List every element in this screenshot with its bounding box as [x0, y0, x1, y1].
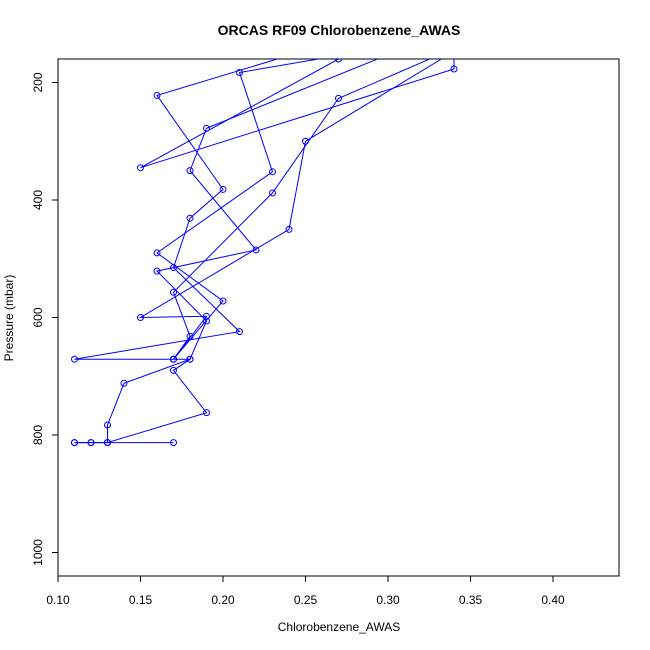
data-point [137, 164, 144, 172]
series-layer [71, 38, 474, 447]
data-point [186, 167, 194, 175]
data-point [104, 439, 111, 447]
chart-title: ORCAS RF09 Chlorobenzene_AWAS [218, 22, 461, 38]
data-point [203, 409, 210, 417]
data-point [153, 91, 161, 99]
data-point [252, 246, 260, 254]
data-point [450, 65, 458, 73]
data-point [236, 328, 243, 336]
data-point [335, 94, 342, 102]
x-tick-label: 0.30 [376, 593, 400, 607]
y-axis-label: Pressure (mbar) [2, 275, 16, 362]
data-point [302, 137, 309, 145]
y-tick-label: 200 [31, 72, 45, 92]
data-point [104, 421, 111, 429]
data-point [71, 439, 78, 447]
data-point [269, 189, 276, 197]
y-axis: 200 400 600 800 1000 [31, 72, 59, 566]
data-point [468, 38, 474, 44]
data-point [186, 332, 194, 340]
x-tick-label: 0.15 [129, 593, 153, 607]
data-point [335, 59, 342, 63]
data-point [236, 69, 243, 77]
data-point [219, 185, 227, 193]
data-point [170, 355, 177, 363]
data-point [269, 168, 276, 176]
data-point [170, 288, 177, 296]
x-axis: 0.10 0.15 0.20 0.25 0.30 0.35 0.40 [46, 575, 565, 607]
series-line [74, 59, 455, 444]
data-point [71, 355, 78, 363]
x-tick-label: 0.35 [459, 593, 483, 607]
data-point [203, 312, 210, 320]
data-point [186, 214, 194, 222]
data-point [186, 355, 194, 363]
data-point [219, 297, 227, 305]
y-tick-label: 400 [31, 190, 45, 210]
y-tick-label: 800 [31, 425, 45, 445]
x-tick-label: 0.10 [46, 593, 70, 607]
data-point [170, 439, 177, 447]
data-point [120, 379, 128, 387]
data-point [285, 225, 293, 233]
x-tick-label: 0.20 [211, 593, 235, 607]
data-point [418, 38, 424, 44]
data-point [203, 317, 210, 325]
x-tick-label: 0.40 [541, 593, 565, 607]
y-tick-label: 600 [31, 307, 45, 327]
x-tick-label: 0.25 [294, 593, 318, 607]
series-line [74, 59, 443, 444]
data-point [153, 267, 161, 275]
data-point [203, 124, 210, 132]
data-point [87, 439, 95, 447]
data-point [153, 249, 161, 257]
x-axis-label: Chlorobenzene_AWAS [278, 620, 401, 634]
data-point [170, 366, 177, 374]
y-tick-label: 1000 [31, 539, 45, 566]
data-point [137, 314, 144, 321]
